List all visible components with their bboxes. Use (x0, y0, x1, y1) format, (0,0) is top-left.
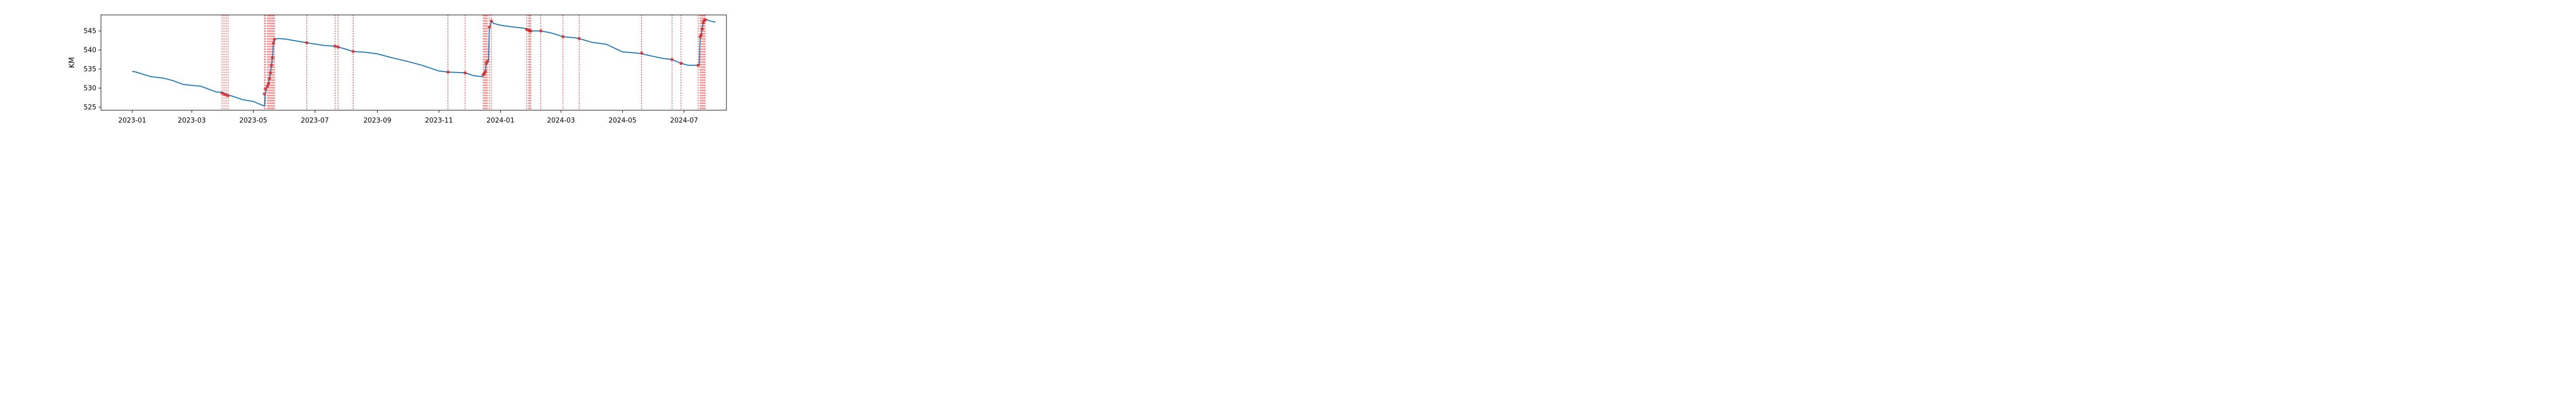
event-marker (577, 37, 581, 41)
event-marker (273, 38, 276, 41)
event-marker (529, 29, 533, 33)
x-tick-label: 2023-01 (118, 117, 146, 124)
event-marker (333, 44, 337, 48)
event-marker (561, 35, 565, 39)
event-marker (696, 63, 700, 67)
event-marker (266, 82, 270, 85)
series-layer (132, 19, 716, 107)
x-tick-label: 2024-03 (547, 117, 575, 124)
x-axis: 2023-01 2023-03 2023-05 2023-07 2023-09 2023-… (118, 110, 698, 124)
event-markers (220, 18, 707, 98)
plot-frame (100, 14, 727, 111)
event-marker (268, 71, 273, 75)
event-marker (267, 77, 272, 80)
event-marker (489, 19, 493, 23)
event-vertical-lines (222, 15, 706, 110)
event-marker (272, 41, 276, 45)
event-marker (703, 18, 707, 22)
event-marker (269, 63, 274, 67)
y-tick-label: 540 (83, 47, 96, 55)
event-marker (446, 70, 450, 74)
event-marker (539, 29, 543, 33)
event-marker (226, 94, 230, 98)
x-tick-label: 2024-01 (486, 117, 514, 124)
event-marker (487, 25, 492, 29)
x-tick-label: 2023-03 (178, 117, 206, 124)
y-tick-label: 530 (83, 85, 96, 93)
event-marker (483, 70, 487, 74)
event-marker (265, 84, 269, 88)
event-marker (263, 92, 266, 96)
event-marker (679, 61, 683, 65)
event-marker (699, 33, 703, 37)
x-tick-label: 2023-11 (425, 117, 453, 124)
event-marker (305, 41, 309, 45)
x-tick-label: 2024-07 (670, 117, 698, 124)
event-marker (463, 71, 467, 75)
event-marker (670, 58, 674, 61)
y-axis: 525 530 535 540 545 (83, 28, 101, 112)
y-tick-label: 525 (83, 104, 96, 112)
event-marker (336, 45, 340, 49)
y-axis-label: KM (68, 57, 76, 68)
event-marker (263, 87, 267, 91)
x-tick-label: 2023-09 (363, 117, 391, 124)
y-tick-label: 545 (83, 28, 96, 36)
series-line (132, 19, 716, 107)
km-time-series-chart: 2023-01 2023-03 2023-05 2023-07 2023-09 2023-… (68, 14, 727, 124)
event-marker (485, 60, 489, 63)
event-marker (351, 49, 355, 54)
event-marker (270, 56, 275, 60)
x-tick-label: 2023-07 (301, 117, 329, 124)
event-marker (700, 27, 704, 31)
x-tick-label: 2023-05 (240, 117, 267, 124)
event-marker (640, 51, 643, 55)
y-tick-label: 535 (83, 66, 96, 74)
x-tick-label: 2024-05 (608, 117, 636, 124)
